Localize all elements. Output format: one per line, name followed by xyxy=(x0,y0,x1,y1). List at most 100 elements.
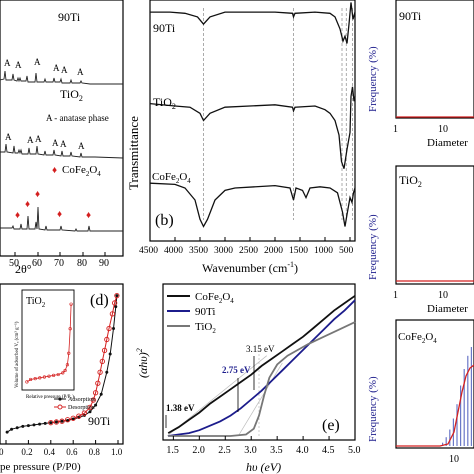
tauc-legend-tio2-label: TiO2 xyxy=(195,321,216,335)
bet-sample-label: 90Ti xyxy=(88,414,111,428)
xrd-label-90ti: 90Ti xyxy=(58,10,81,24)
bet-tick-label: 0.2 xyxy=(21,447,32,457)
bet-inset-frame xyxy=(21,289,75,391)
ftir-curves xyxy=(149,2,356,228)
bet-adsorption-point xyxy=(112,327,116,330)
bet-adsorption-point xyxy=(10,427,14,431)
xrd-x-axis-label: 2θ° xyxy=(15,262,32,276)
psd-bar xyxy=(463,369,465,446)
tauc-y-axis-label: (αhυ)2 xyxy=(135,348,150,378)
psd-bar xyxy=(470,347,472,446)
psd-y-axis-label-tio2: Frequency (%) xyxy=(367,214,379,280)
xrd-label-tio2: TiO2 xyxy=(60,87,83,103)
psd-x-axis-label-tio2: Diameter xyxy=(427,303,468,315)
xrd-peak-marker-90ti-6: A xyxy=(77,67,84,77)
psd-tick-10-90ti: 10 xyxy=(438,124,448,135)
psd-fit-curve-cofe2o4 xyxy=(396,364,474,447)
bet-adsorption-point xyxy=(71,417,75,421)
xrd-tick-label: 90 xyxy=(99,258,109,269)
tauc-x-ticks: 1.5 2.0 2.5 3.0 3.5 4.0 4.5 5.0 xyxy=(166,436,361,456)
bet-tick-label: 0.8 xyxy=(89,447,101,457)
bet-inset-point xyxy=(63,368,67,373)
xrd-tick-label: 50 xyxy=(9,258,19,269)
psd-y-axis-label-cofe2o4: Frequency (%) xyxy=(367,376,379,442)
bet-adsorption-point xyxy=(54,420,58,424)
bet-adsorption-point xyxy=(43,421,47,425)
tauc-tick-label: 2.5 xyxy=(218,445,231,456)
ftir-label-90ti: 90Ti xyxy=(153,21,176,35)
bet-inset-x-label: Relative pressure (P/P₀) xyxy=(26,395,74,400)
xrd-peak-marker-tio2-5: A xyxy=(60,139,67,149)
bet-desorption-point xyxy=(111,300,118,306)
ftir-label-cofe2o4: CoFe2O4 xyxy=(152,171,191,185)
tauc-tick-label: 2.0 xyxy=(192,445,205,456)
tauc-tick-label: 1.5 xyxy=(166,445,179,456)
bet-adsorption-point xyxy=(60,419,64,423)
bet-adsorption-point xyxy=(108,352,112,356)
xrd-peak-marker-tio2-2: A xyxy=(27,135,34,145)
psd-tick-1-tio2: 1 xyxy=(393,290,398,301)
xrd-peak-marker-tio2-6: A xyxy=(78,141,85,151)
bet-desorption-point xyxy=(92,390,99,396)
bet-adsorption-point xyxy=(32,423,36,427)
tauc-tick-label: 4.0 xyxy=(296,445,309,456)
bet-adsorption-point xyxy=(26,424,30,428)
bet-desorption-point xyxy=(81,410,88,416)
psd-label-tio2: TiO2 xyxy=(399,173,422,189)
tauc-legend-cofe2o4-label: CoFe2O4 xyxy=(195,291,234,305)
bet-inset-point xyxy=(65,363,69,367)
bet-desorption-point xyxy=(114,292,120,299)
tauc-tick-label: 5.0 xyxy=(348,445,361,456)
ftir-dashed-guides xyxy=(203,8,353,220)
bet-tick-label: 0.6 xyxy=(66,447,78,457)
tauc-panel: CoFe2O4 90Ti TiO2 3.15 eV 2.75 eV 1.38 e… xyxy=(135,283,361,474)
psd-label-cofe2o4: CoFe2O4 xyxy=(398,331,437,345)
bet-desorption-point xyxy=(76,413,82,419)
psd-frame-cofe2o4 xyxy=(395,319,474,449)
bet-frame xyxy=(0,283,124,445)
bet-adsorption-point xyxy=(99,392,103,396)
bet-desorption-point xyxy=(48,420,54,426)
bet-adsorption-point xyxy=(15,426,19,430)
bet-desorption-point xyxy=(95,380,101,386)
bet-adsorption-point xyxy=(88,410,92,414)
bet-inset-line xyxy=(26,304,72,383)
bet-legend-desorption-marker xyxy=(57,404,63,410)
bet-desorption-point xyxy=(109,311,116,317)
psd-bars-cofe2o4 xyxy=(442,347,472,446)
xrd-frame xyxy=(0,0,124,257)
tauc-legend: CoFe2O4 90Ti TiO2 xyxy=(167,291,234,335)
bet-inset-point xyxy=(68,327,72,331)
tauc-tick-label: 3.5 xyxy=(270,445,283,456)
psd-frame-tio2 xyxy=(395,165,474,285)
bet-isotherm-points xyxy=(5,292,120,434)
xrd-legend-diamond: ♦ xyxy=(52,165,57,176)
psd-label-90ti: 90Ti xyxy=(399,9,422,23)
ftir-label-tio2: TiO2 xyxy=(153,95,176,111)
bet-x-ticks: 0 0.2 0.4 0.6 0.8 1.0 xyxy=(0,440,123,457)
bet-inset-point xyxy=(56,372,60,377)
tauc-legend-90ti-label: 90Ti xyxy=(195,306,215,318)
xrd-peak-marker-tio2-1: A xyxy=(5,132,12,142)
tauc-curve-cofe2o4 xyxy=(167,295,356,434)
bet-adsorption-point xyxy=(115,294,119,298)
xrd-peak-marker-tio2-3: A xyxy=(35,134,42,144)
xrd-tick-label: 70 xyxy=(54,258,64,269)
ftir-panel: 90Ti TiO2 CoFe2O4 (b) 4500 4000 3500 3000 25… xyxy=(126,0,356,275)
ftir-tick-label: 1000 xyxy=(314,246,333,256)
tauc-annotation-2-75: 2.75 eV xyxy=(222,365,251,375)
tauc-frame xyxy=(162,283,356,441)
psd-bar xyxy=(442,442,444,446)
bet-adsorption-point xyxy=(105,370,109,374)
tauc-curve-90ti xyxy=(168,299,356,437)
bet-inset-point xyxy=(38,376,42,380)
bet-adsorption-point xyxy=(38,422,42,426)
bet-legend-desorption-label: Desorption xyxy=(68,405,95,411)
ftir-curve-90ti xyxy=(150,2,356,44)
ftir-tick-label: 1500 xyxy=(289,246,308,256)
tauc-x-axis-label: hυ (eV) xyxy=(246,460,281,474)
bet-desorption-point xyxy=(104,336,110,343)
bet-inset-point xyxy=(67,351,71,355)
psd-panel: 90Ti Frequency (%) 1 10 Diameter TiO2 Fr… xyxy=(367,0,474,465)
